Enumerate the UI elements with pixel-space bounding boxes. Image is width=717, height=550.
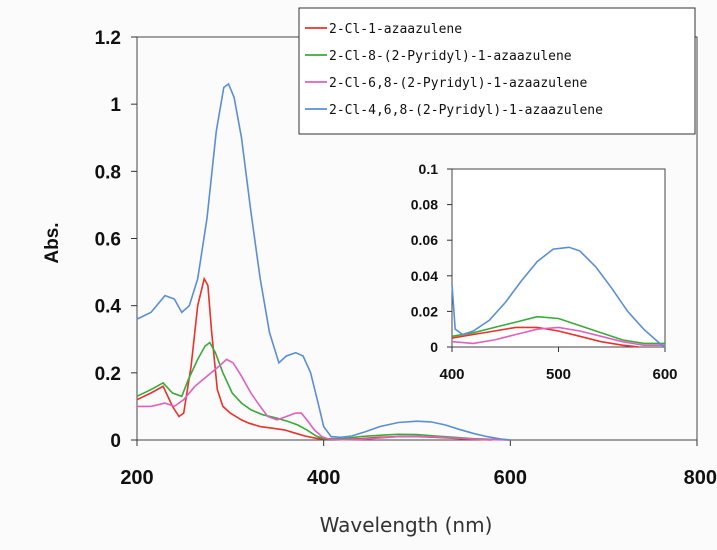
x-tick-label: 600: [494, 467, 527, 489]
inset-y-tick-label: 0.1: [419, 161, 439, 177]
y-tick-label: 0.8: [95, 162, 121, 183]
inset-y-tick-label: 0.06: [411, 232, 438, 248]
inset-series-line-2: [451, 315, 665, 345]
inset-plot: 0 0.02 0.04 0.06 0.08 0.1 400 500 600: [411, 161, 678, 383]
series-line-3: [137, 358, 511, 441]
inset-series-line-4: [451, 246, 666, 348]
inset-x-tick-label: 500: [546, 366, 571, 383]
inset-x-tick-label: 600: [652, 366, 677, 383]
x-tick-label: 800: [684, 467, 717, 489]
main-plot: 0 0.2 0.4 0.6 0.8 1 1.2 200 400 600 800: [95, 28, 717, 489]
series-line-4: [136, 82, 511, 441]
y-tick-label: 1: [110, 95, 121, 116]
y-tick-label: 0.6: [95, 230, 121, 251]
y-tick-label: 1.2: [95, 28, 121, 49]
inset-y-tick-label: 0.02: [411, 303, 438, 319]
inset-frame: [451, 168, 666, 348]
y-tick-label: 0.4: [95, 297, 122, 318]
y-tick-label: 0: [110, 431, 121, 452]
inset-y-tick-label: 0.04: [411, 268, 438, 284]
inset-x-tick-label: 400: [439, 366, 464, 383]
legend-box: [298, 7, 696, 135]
x-axis-label: Wavelength (nm): [320, 513, 493, 537]
legend-label-1: 2-Cl-1-azaazulene: [329, 22, 462, 37]
legend-label-3: 2-Cl-6,8-(2-Pyridyl)-1-azaazulene: [329, 76, 587, 91]
x-tick-label: 400: [307, 467, 340, 489]
y-axis-label: Abs.: [42, 222, 63, 263]
inset-y-tick-label: 0: [430, 339, 438, 355]
inset-y-tick-label: 0.08: [411, 197, 438, 213]
legend-label-2: 2-Cl-8-(2-Pyridyl)-1-azaazulene: [329, 49, 572, 64]
y-tick-label: 0.2: [95, 364, 121, 385]
inset-series-line-1: [451, 326, 639, 348]
x-tick-label: 200: [120, 467, 153, 489]
legend-label-4: 2-Cl-4,6,8-(2-Pyridyl)-1-azaazulene: [329, 103, 603, 118]
series-line-2: [136, 341, 511, 441]
legend: 2-Cl-1-azaazulene 2-Cl-8-(2-Pyridyl)-1-az…: [298, 7, 696, 135]
inset-series-line-3: [451, 326, 665, 346]
